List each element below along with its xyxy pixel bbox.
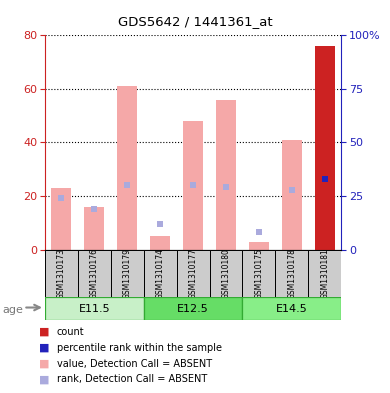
Bar — [84, 207, 104, 250]
Bar — [144, 297, 243, 320]
Text: GSM1310174: GSM1310174 — [156, 248, 165, 299]
Bar — [216, 99, 236, 250]
Text: GSM1310176: GSM1310176 — [90, 248, 99, 299]
Text: ■: ■ — [39, 343, 50, 353]
Text: GSM1310181: GSM1310181 — [320, 248, 329, 299]
Bar — [315, 46, 335, 250]
Text: age: age — [2, 305, 23, 315]
Text: value, Detection Call = ABSENT: value, Detection Call = ABSENT — [57, 358, 212, 369]
Text: ■: ■ — [39, 358, 50, 369]
Text: GSM1310173: GSM1310173 — [57, 248, 66, 299]
Bar — [45, 250, 78, 297]
Bar — [51, 188, 71, 250]
Bar — [275, 250, 308, 297]
Bar — [45, 297, 144, 320]
Bar — [117, 86, 137, 250]
Bar — [183, 121, 203, 250]
Text: GSM1310180: GSM1310180 — [222, 248, 230, 299]
Text: E14.5: E14.5 — [276, 303, 308, 314]
Text: rank, Detection Call = ABSENT: rank, Detection Call = ABSENT — [57, 374, 207, 384]
Bar — [308, 250, 341, 297]
Text: count: count — [57, 327, 84, 337]
Bar — [144, 250, 177, 297]
Bar — [249, 242, 269, 250]
Text: GSM1310175: GSM1310175 — [254, 248, 263, 299]
Text: GDS5642 / 1441361_at: GDS5642 / 1441361_at — [118, 15, 272, 28]
Bar — [150, 236, 170, 250]
Text: GSM1310177: GSM1310177 — [188, 248, 198, 299]
Bar — [209, 250, 243, 297]
Bar — [243, 250, 275, 297]
Text: E12.5: E12.5 — [177, 303, 209, 314]
Bar — [111, 250, 144, 297]
Text: ■: ■ — [39, 327, 50, 337]
Text: GSM1310179: GSM1310179 — [123, 248, 132, 299]
Text: GSM1310178: GSM1310178 — [287, 248, 296, 299]
Bar — [177, 250, 209, 297]
Text: E11.5: E11.5 — [78, 303, 110, 314]
Text: percentile rank within the sample: percentile rank within the sample — [57, 343, 222, 353]
Bar — [282, 140, 302, 250]
Bar — [78, 250, 111, 297]
Bar — [315, 46, 335, 250]
Bar — [243, 297, 341, 320]
Text: ■: ■ — [39, 374, 50, 384]
